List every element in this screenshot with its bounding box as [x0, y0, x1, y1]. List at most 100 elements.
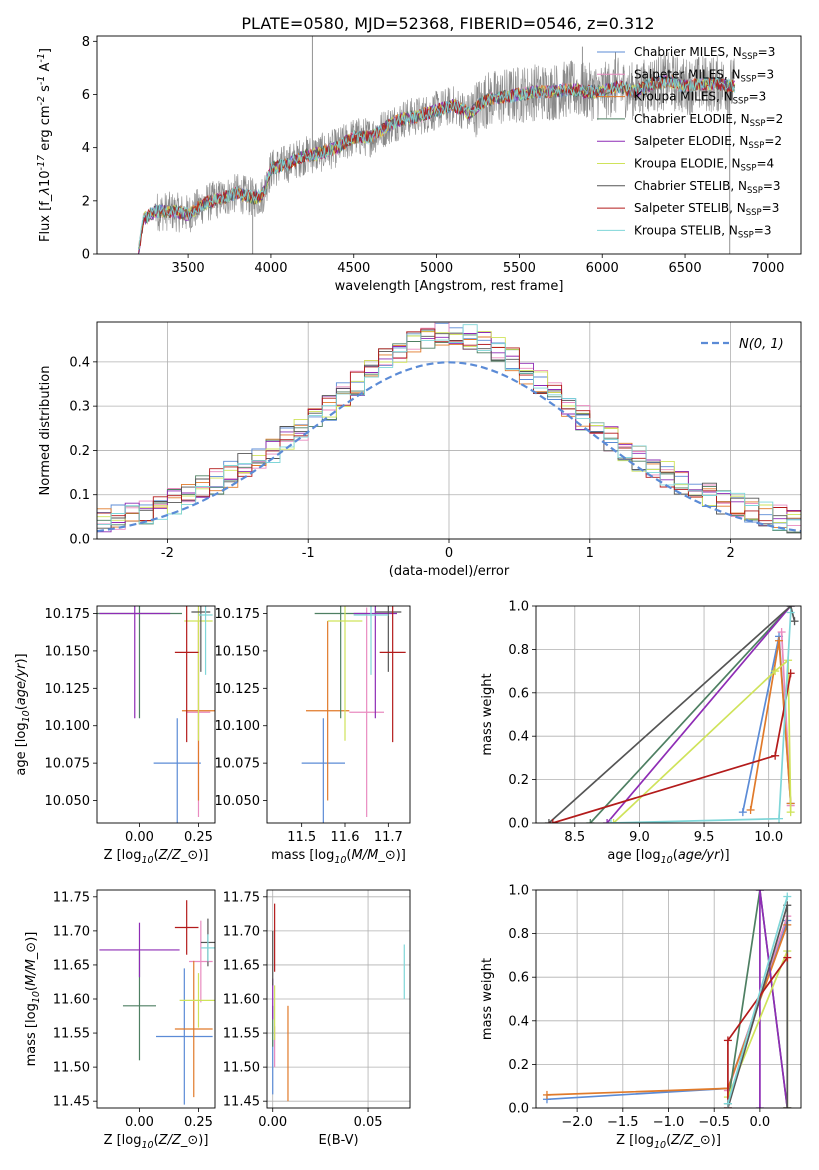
- x-tick-label: 0.05: [354, 1115, 383, 1130]
- y-tick-label: 1.0: [508, 600, 529, 615]
- legend-label: Kroupa MILES, NSSP=3: [634, 90, 766, 107]
- legend-label: Salpeter MILES, NSSP=3: [634, 67, 774, 84]
- plot-area: [272, 903, 405, 1102]
- x-tick-label: 0: [445, 546, 453, 561]
- y-tick-label: 11.60: [53, 993, 90, 1008]
- spectrum-model-line: [137, 76, 736, 250]
- x-tick-label: -2: [161, 546, 174, 561]
- x-axis-label: Z [log10​(Z/Z_⊙)]: [104, 1133, 209, 1151]
- legend-label: Chabrier MILES, NSSP=3: [634, 45, 775, 62]
- y-tick-label: 10.125: [45, 682, 91, 697]
- x-tick-label: −2.0: [561, 1115, 593, 1130]
- x-tick-label: 0.0: [750, 1115, 771, 1130]
- y-tick-label: 8: [82, 35, 90, 50]
- x-tick-label: 11.6: [331, 830, 360, 845]
- x-tick-label: 6500: [669, 261, 702, 276]
- x-axis-label: Z [log10​(Z/Z_⊙)]: [104, 848, 209, 866]
- y-tick-label: 6: [82, 88, 90, 103]
- x-tick-label: 4000: [254, 261, 287, 276]
- y-tick-label: 0.6: [508, 971, 529, 986]
- y-tick-label: 11.75: [53, 890, 90, 905]
- legend-label: Chabrier ELODIE, NSSP=2: [634, 112, 783, 129]
- x-axis-label: E(B-V): [318, 1133, 358, 1148]
- axes-frame: [266, 605, 411, 824]
- x-tick-label: 9.5: [694, 830, 715, 845]
- panel-mass-vs-z: 0.00 0.25 11.45 11.50 11.55 11.60 11.65 11.70 11…: [24, 889, 216, 1151]
- x-tick-label: 9.0: [629, 830, 650, 845]
- y-tick-label: 11.55: [53, 1027, 90, 1042]
- panel-residuals: -2 -1 0 1 2 0.0 0.1 0.2 0.3 0.4 (data-model)/error…: [38, 321, 802, 579]
- y-tick-label: 11.50: [53, 1061, 90, 1076]
- x-axis-label: (data-model)/error: [389, 564, 510, 579]
- x-tick-label: 3500: [172, 261, 205, 276]
- plot-area: [137, 36, 736, 254]
- plot-area: [542, 890, 792, 1108]
- x-tick-label: 8.5: [564, 830, 585, 845]
- x-tick-label: 11.7: [374, 830, 403, 845]
- weight-line: [727, 950, 789, 1108]
- weight-line: [548, 606, 796, 823]
- y-tick-label: 11.75: [223, 890, 260, 905]
- y-tick-label: 11.65: [53, 958, 90, 973]
- panel-age-vs-mass: 11.5 11.6 11.7 10.050 10.075 10.100 10.125 10.1…: [215, 605, 411, 866]
- plot-area: [99, 900, 215, 1105]
- x-tick-label: 0.25: [184, 1115, 213, 1130]
- residual-histogram: [97, 331, 801, 529]
- axes-frame: [96, 35, 802, 255]
- x-tick-label: 0.00: [125, 1115, 154, 1130]
- plot-area: [97, 322, 801, 534]
- x-tick-label: 11.5: [287, 830, 316, 845]
- y-tick-label: 10.150: [45, 644, 91, 659]
- x-axis-label: mass [log10​(M/M_⊙)]: [271, 848, 406, 866]
- y-tick-label: 10.100: [215, 719, 261, 734]
- y-tick-label: 10.050: [45, 794, 91, 809]
- weight-line: [727, 905, 789, 1108]
- y-tick-label: 0.1: [69, 488, 90, 503]
- y-tick-label: 11.55: [223, 1027, 260, 1042]
- y-tick-label: 0.6: [508, 686, 529, 701]
- weight-line: [589, 606, 792, 823]
- y-tick-label: 11.70: [53, 924, 90, 939]
- y-tick-label: 2: [82, 194, 90, 209]
- x-tick-label: −0.5: [698, 1115, 730, 1130]
- axes-frame: [96, 889, 216, 1109]
- y-tick-label: 11.60: [223, 993, 260, 1008]
- weight-line: [552, 673, 792, 823]
- y-axis-label: Flux [f_λ10-17​ erg cm-2​ s-1​ A-1​]: [36, 48, 53, 242]
- y-tick-label: 0.0: [508, 817, 529, 832]
- y-tick-label: 4: [82, 141, 90, 156]
- weight-line: [610, 612, 792, 823]
- y-tick-label: 11.50: [223, 1061, 260, 1076]
- axes-frame: [535, 605, 802, 824]
- spectrum-data-line: [138, 52, 735, 254]
- legend-label: Salpeter STELIB, NSSP=3: [634, 201, 779, 218]
- y-tick-label: 10.175: [215, 607, 261, 622]
- legend-label: N(0, 1): [739, 337, 784, 352]
- x-tick-label: 0.25: [184, 830, 213, 845]
- y-tick-label: 0.4: [69, 355, 90, 370]
- spectrum-model-line: [137, 75, 736, 251]
- x-tick-label: 1: [586, 546, 594, 561]
- x-axis-label: Z [log10​(Z/Z_⊙)]: [616, 1133, 721, 1151]
- x-tick-label: 5000: [420, 261, 453, 276]
- x-tick-label: 6000: [586, 261, 619, 276]
- y-tick-label: 11.45: [223, 1095, 260, 1110]
- x-tick-label: 0.00: [258, 1115, 287, 1130]
- panel-spectrum: 3500 4000 4500 5000 5500 6000 6500 7000 0 2 4 6 8 wav…: [36, 35, 802, 294]
- y-tick-label: 0.2: [69, 444, 90, 459]
- x-tick-label: 2: [726, 546, 734, 561]
- y-tick-label: 10.125: [215, 682, 261, 697]
- weight-line: [727, 896, 789, 1104]
- y-tick-label: 0.0: [508, 1102, 529, 1117]
- panel-weight-vs-age: 8.5 9.0 9.5 10.0 0.0 0.2 0.4 0.6 0.8 1.0 age [log1…: [480, 600, 802, 866]
- legend-label: Salpeter ELODIE, NSSP=2: [634, 134, 782, 151]
- weight-line: [759, 890, 789, 1108]
- y-axis-label: Normed distribution: [38, 366, 53, 496]
- y-tick-label: 10.100: [45, 719, 91, 734]
- x-tick-label: -1: [302, 546, 315, 561]
- y-tick-label: 0.2: [508, 773, 529, 788]
- x-tick-label: 0.00: [125, 830, 154, 845]
- y-tick-label: 0.8: [508, 643, 529, 658]
- x-axis-label: wavelength [Angstrom, rest frame]: [335, 279, 564, 294]
